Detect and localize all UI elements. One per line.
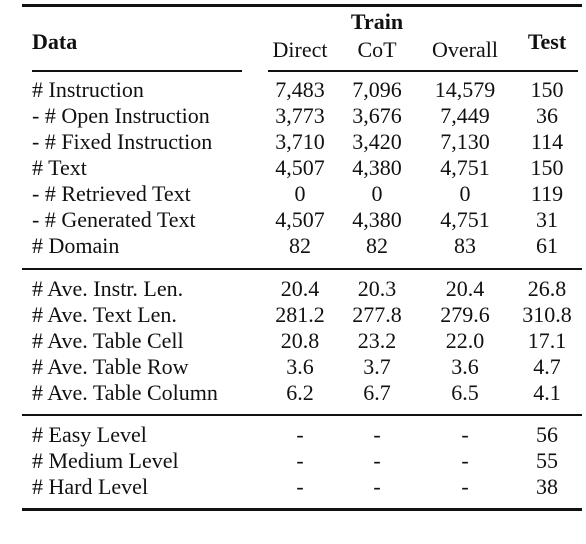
- cell-overall: 22.0: [445, 328, 485, 353]
- cell-test: 150: [530, 77, 564, 102]
- cell-test: 114: [530, 129, 564, 154]
- row-label: # Easy Level: [32, 422, 147, 447]
- cell-test: 38: [536, 474, 558, 499]
- section-rule-1: [22, 268, 582, 270]
- cell-test: 36: [536, 103, 558, 128]
- cell-direct: -: [296, 422, 304, 447]
- header-underline-test: [526, 70, 578, 72]
- cell-cot: -: [373, 474, 381, 499]
- cell-overall: 3.6: [451, 354, 479, 379]
- row-label: # Ave. Instr. Len.: [32, 276, 184, 301]
- cell-overall: 279.6: [440, 302, 490, 327]
- cell-cot: 3.7: [363, 354, 391, 379]
- section-rule-2: [22, 414, 582, 416]
- cell-overall: -: [461, 474, 469, 499]
- header-underline-train: [268, 70, 526, 72]
- cell-overall: 4,751: [440, 155, 490, 180]
- cell-test: 310.8: [522, 302, 572, 327]
- row-label: # Ave. Table Column: [32, 380, 218, 405]
- cell-direct: -: [296, 474, 304, 499]
- cell-overall: 83: [454, 233, 476, 258]
- cell-direct: 0: [294, 181, 306, 206]
- cell-test: 26.8: [527, 276, 567, 301]
- top-rule: [22, 4, 582, 7]
- cell-overall: 4,751: [440, 207, 490, 232]
- cell-direct: 4,507: [275, 207, 325, 232]
- row-label: # Instruction: [32, 77, 144, 102]
- cell-overall: 20.4: [445, 276, 485, 301]
- header-train: Train: [350, 9, 404, 34]
- row-label: # Ave. Table Cell: [32, 328, 184, 353]
- header-data: Data: [32, 29, 78, 54]
- cell-direct: 6.2: [286, 380, 314, 405]
- cell-direct: 281.2: [275, 302, 325, 327]
- statistics-table: Data Train Direct CoT Overall Test # Ins…: [22, 0, 582, 544]
- bottom-rule: [22, 508, 582, 511]
- header-underline-data: [32, 70, 242, 72]
- cell-direct: 20.4: [280, 276, 320, 301]
- row-label: # Domain: [32, 233, 120, 258]
- row-label: - # Retrieved Text: [32, 181, 191, 206]
- header-cot: CoT: [357, 37, 397, 62]
- cell-test: 55: [536, 448, 558, 473]
- cell-overall: 7,130: [440, 129, 490, 154]
- cell-direct: 20.8: [280, 328, 320, 353]
- cell-direct: 82: [289, 233, 311, 258]
- cell-cot: 6.7: [363, 380, 391, 405]
- row-label: - # Fixed Instruction: [32, 129, 213, 154]
- cell-direct: -: [296, 448, 304, 473]
- cell-cot: 23.2: [357, 328, 397, 353]
- row-label: - # Generated Text: [32, 207, 196, 232]
- cell-test: 31: [536, 207, 558, 232]
- cell-direct: 7,483: [275, 77, 325, 102]
- row-label: - # Open Instruction: [32, 103, 210, 128]
- cell-overall: 14,579: [434, 77, 496, 102]
- cell-cot: 4,380: [352, 207, 402, 232]
- header-direct: Direct: [272, 37, 328, 62]
- cell-overall: 7,449: [440, 103, 490, 128]
- cell-test: 61: [536, 233, 558, 258]
- cell-direct: 3,773: [275, 103, 325, 128]
- cell-cot: -: [373, 448, 381, 473]
- row-label: # Medium Level: [32, 448, 179, 473]
- cell-overall: -: [461, 448, 469, 473]
- row-label: # Ave. Text Len.: [32, 302, 177, 327]
- cell-cot: 3,420: [352, 129, 402, 154]
- cell-overall: 0: [459, 181, 471, 206]
- cell-direct: 3.6: [286, 354, 314, 379]
- header-test: Test: [527, 29, 567, 54]
- cell-direct: 4,507: [275, 155, 325, 180]
- cell-test: 119: [530, 181, 564, 206]
- cell-cot: 7,096: [352, 77, 402, 102]
- cell-cot: 4,380: [352, 155, 402, 180]
- row-label: # Hard Level: [32, 474, 149, 499]
- cell-overall: 6.5: [451, 380, 479, 405]
- cell-test: 56: [536, 422, 558, 447]
- cell-cot: 3,676: [352, 103, 402, 128]
- cell-test: 4.7: [533, 354, 561, 379]
- cell-test: 4.1: [533, 380, 561, 405]
- row-label: # Text: [32, 155, 87, 180]
- cell-direct: 3,710: [275, 129, 325, 154]
- cell-cot: 20.3: [357, 276, 397, 301]
- header-overall: Overall: [432, 37, 498, 62]
- cell-cot: -: [373, 422, 381, 447]
- cell-cot: 82: [366, 233, 388, 258]
- cell-test: 150: [530, 155, 564, 180]
- cell-overall: -: [461, 422, 469, 447]
- cell-cot: 277.8: [352, 302, 402, 327]
- row-label: # Ave. Table Row: [32, 354, 189, 379]
- cell-test: 17.1: [527, 328, 567, 353]
- cell-cot: 0: [371, 181, 383, 206]
